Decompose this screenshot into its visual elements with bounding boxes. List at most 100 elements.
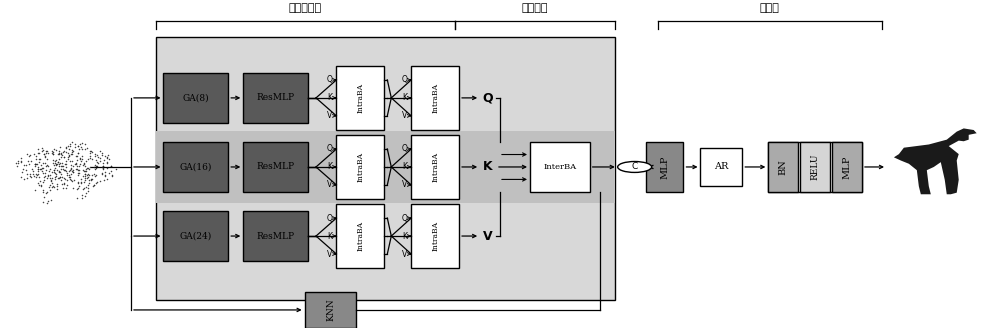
Text: IntraBA: IntraBA	[356, 221, 364, 251]
Text: Q: Q	[327, 75, 332, 85]
Point	[88, 157, 104, 162]
Point	[32, 167, 48, 172]
Point	[77, 141, 93, 146]
Point	[77, 173, 93, 178]
Point	[27, 162, 43, 167]
Point	[61, 175, 77, 180]
Point	[89, 179, 105, 184]
Bar	[768, 142, 798, 192]
Point	[87, 162, 103, 167]
Point	[76, 161, 92, 166]
Point	[58, 185, 74, 190]
Point	[73, 180, 89, 186]
Point	[67, 162, 83, 167]
Point	[34, 145, 50, 150]
Text: Q: Q	[401, 75, 407, 85]
Point	[37, 155, 53, 160]
Text: Q: Q	[401, 214, 407, 222]
Point	[58, 145, 74, 151]
Point	[63, 151, 79, 156]
Point	[72, 141, 88, 146]
Point	[43, 197, 59, 202]
Text: AR: AR	[714, 163, 729, 171]
Point	[33, 166, 49, 172]
Point	[62, 142, 78, 147]
Point	[96, 158, 112, 163]
Point	[77, 175, 93, 180]
Point	[27, 161, 43, 166]
Point	[42, 188, 58, 193]
Point	[89, 152, 105, 158]
Point	[61, 153, 77, 159]
Point	[68, 161, 84, 166]
Point	[64, 139, 80, 145]
Text: K: K	[402, 163, 407, 171]
Point	[29, 172, 45, 177]
Bar	[336, 135, 384, 199]
Point	[88, 166, 104, 171]
Point	[65, 168, 81, 173]
Point	[13, 156, 29, 161]
Point	[94, 153, 110, 158]
Point	[52, 160, 68, 165]
Point	[92, 179, 108, 184]
Point	[47, 158, 63, 164]
Point	[46, 184, 62, 190]
Point	[87, 152, 103, 157]
Point	[47, 175, 63, 180]
Point	[95, 164, 111, 169]
Point	[15, 166, 31, 172]
Point	[69, 153, 85, 159]
Point	[80, 165, 96, 170]
Point	[65, 169, 81, 174]
Point	[86, 164, 102, 169]
Point	[103, 164, 119, 169]
Bar	[163, 211, 228, 261]
Point	[32, 179, 48, 184]
Point	[21, 161, 37, 166]
Point	[39, 175, 55, 181]
Point	[51, 169, 67, 174]
Point	[40, 173, 56, 178]
Point	[37, 170, 53, 175]
Point	[90, 160, 106, 165]
Point	[67, 141, 83, 146]
Point	[59, 170, 75, 176]
Text: ResMLP: ResMLP	[257, 232, 295, 240]
Point	[88, 180, 104, 186]
Point	[14, 170, 30, 175]
Point	[70, 180, 86, 186]
Bar	[700, 148, 742, 186]
Point	[45, 151, 61, 157]
Point	[90, 154, 106, 159]
Point	[74, 196, 90, 201]
Point	[22, 171, 38, 176]
Point	[18, 167, 34, 172]
Point	[30, 180, 46, 185]
Point	[87, 174, 103, 179]
Point	[22, 152, 38, 157]
Point	[42, 175, 58, 180]
Bar	[243, 211, 308, 261]
Point	[27, 187, 43, 192]
Text: 特征嵌入层: 特征嵌入层	[289, 3, 322, 13]
Point	[49, 187, 65, 192]
Text: GA(8): GA(8)	[183, 93, 209, 102]
Point	[57, 176, 73, 182]
Point	[70, 170, 86, 175]
Point	[61, 173, 77, 178]
Point	[53, 164, 69, 169]
Point	[36, 175, 52, 180]
Point	[30, 172, 46, 177]
Point	[33, 183, 49, 188]
Text: C: C	[632, 163, 638, 171]
Point	[62, 175, 78, 180]
Point	[81, 167, 97, 172]
Point	[21, 154, 37, 159]
Point	[99, 176, 115, 182]
Bar	[163, 73, 228, 123]
Point	[60, 155, 76, 160]
Point	[62, 159, 78, 164]
Bar	[411, 135, 459, 199]
Text: ResMLP: ResMLP	[257, 163, 295, 171]
